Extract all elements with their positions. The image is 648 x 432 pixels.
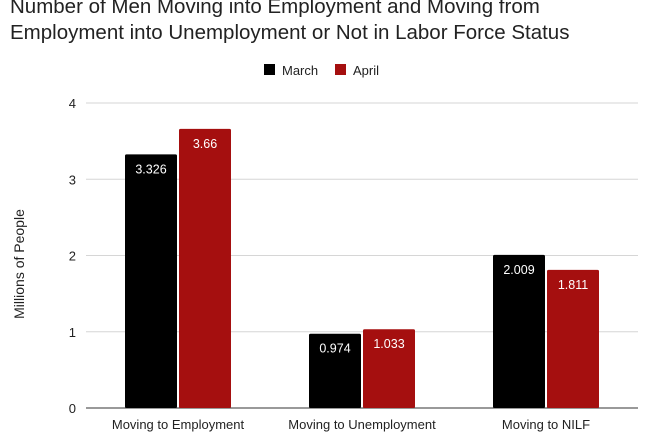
bar-march bbox=[309, 333, 361, 408]
legend-label-march: March bbox=[282, 63, 318, 78]
y-axis-label: Millions of People bbox=[11, 209, 27, 319]
y-tick-label: 1 bbox=[69, 325, 76, 340]
x-category-label: Moving to Unemployment bbox=[288, 417, 436, 432]
data-label: 2.009 bbox=[503, 263, 534, 277]
bars bbox=[125, 128, 599, 409]
x-axis-category-labels: Moving to Employment Moving to Unemployme… bbox=[112, 417, 590, 432]
data-label: 0.974 bbox=[319, 342, 350, 356]
bar-april bbox=[363, 329, 415, 408]
data-label: 1.811 bbox=[558, 278, 588, 292]
bar-march bbox=[125, 154, 177, 408]
legend-swatch-march bbox=[264, 64, 275, 75]
bar-april bbox=[547, 269, 599, 408]
chart-title-line-2: Employment into Unemployment or Not in L… bbox=[10, 21, 570, 44]
chart-title: Number of Men Moving into Employment and… bbox=[10, 0, 646, 46]
chart-title-line-1: Number of Men Moving into Employment and… bbox=[10, 0, 540, 18]
y-tick-label: 4 bbox=[69, 96, 76, 111]
bar-march bbox=[493, 254, 545, 408]
gridlines bbox=[86, 102, 638, 409]
y-tick-label: 0 bbox=[69, 401, 76, 416]
data-label: 3.66 bbox=[193, 137, 217, 151]
data-label: 1.033 bbox=[373, 337, 404, 351]
bar-april bbox=[179, 128, 231, 409]
y-axis-ticks: 0 1 2 3 4 bbox=[69, 96, 76, 416]
data-label: 3.326 bbox=[135, 162, 166, 176]
data-labels: 3.326 3.66 0.974 1.033 2.009 1.811 bbox=[135, 137, 588, 356]
x-category-label: Moving to Employment bbox=[112, 417, 245, 432]
y-tick-label: 2 bbox=[69, 249, 76, 264]
legend-swatch-april bbox=[335, 64, 346, 75]
legend: March April bbox=[264, 63, 379, 78]
legend-label-april: April bbox=[353, 63, 379, 78]
y-tick-label: 3 bbox=[69, 172, 76, 187]
x-category-label: Moving to NILF bbox=[502, 417, 590, 432]
